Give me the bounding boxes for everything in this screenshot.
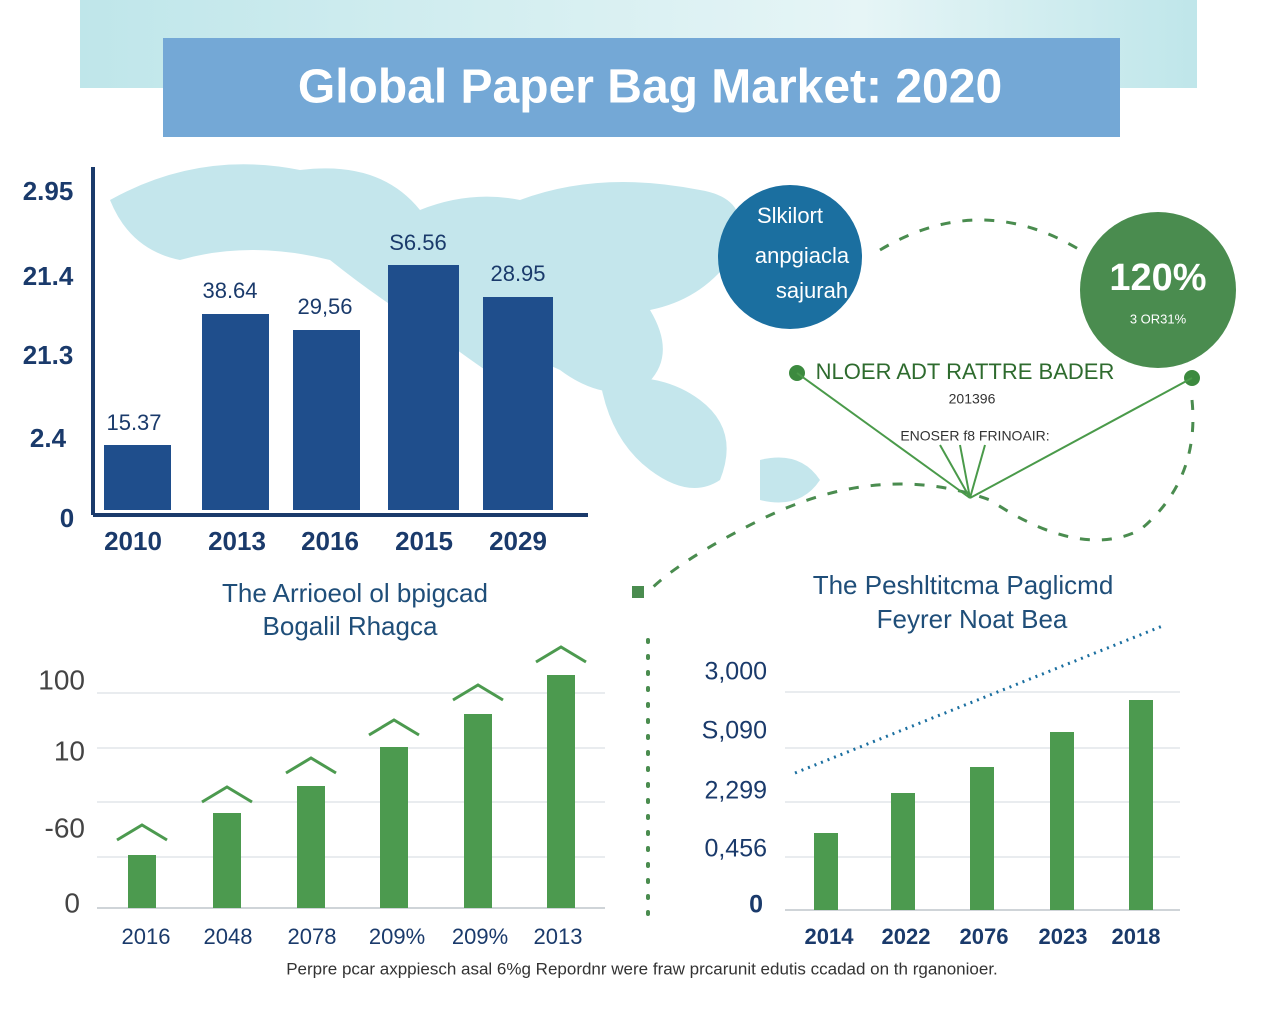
circle-value: 120% [1109,257,1206,299]
bars [128,675,575,908]
tick-label: 2.95 [23,176,74,206]
tick-label: 21.3 [23,340,74,370]
category-label: 2015 [395,526,453,556]
category-label: 2023 [1039,924,1088,949]
circle-text: anpgiacla [755,243,850,268]
bar [464,714,492,908]
chart-title: The Peshltitcma Paglicmd [813,570,1114,600]
chart-title: Bogalil Rhagca [263,611,438,641]
green-circle [1080,212,1236,368]
tick-label: 0 [749,891,763,919]
blue-circle [718,185,862,329]
bar [213,813,241,908]
category-label: 2010 [104,526,162,556]
category-label: 2018 [1112,924,1161,949]
callout-title: NLOER ADT RATTRE BADER [816,359,1115,384]
circle-caption: 3 OR31% [1130,311,1187,326]
tick-label: 21.4 [23,261,74,291]
tick-label: 0,456 [704,835,767,863]
category-label: 2013 [208,526,266,556]
bar [380,747,408,908]
bar-label: 38.64 [202,278,257,303]
bar [814,833,838,910]
grid [97,692,605,858]
circle-text: sajurah [776,278,848,303]
category-label: 2016 [301,526,359,556]
tick-label: 0 [64,887,80,918]
title: Global Paper Bag Market: 2020 [298,61,1002,114]
bar [128,855,156,908]
tick-label: 100 [38,664,85,695]
tick-label: 3,000 [704,658,767,686]
bar [547,675,575,908]
tick-label: 10 [54,735,85,766]
bar [388,265,459,510]
callout-lines [796,372,1193,499]
title-box [163,38,1120,137]
category-label: 2076 [960,924,1009,949]
chevrons [116,645,587,842]
bar [202,314,269,510]
category-label: 2013 [534,924,583,949]
connector [648,399,1195,592]
callout-note: ENOSER f8 FRINOAIR: [900,428,1049,444]
bar [1050,732,1074,910]
callout-subtitle: 201396 [949,391,996,407]
tick-label: 2,299 [704,777,767,805]
bar [297,786,325,908]
connector [879,218,1081,252]
tick-label: 2.4 [30,423,67,453]
chart-title: Feyrer Noat Bea [877,604,1068,634]
category-label: 209% [369,924,425,949]
tick-label: -60 [45,812,85,843]
category-label: 2078 [288,924,337,949]
bar-label: 15.37 [106,410,161,435]
bar [1129,700,1153,910]
category-label: 2016 [122,924,171,949]
category-label: 2029 [489,526,547,556]
footer: Perpre pcar axppiesch asal 6%g Repordnr … [286,959,998,978]
chart-title: The Arrioeol ol bpigcad [222,578,488,608]
category-label: 209% [452,924,508,949]
bar [970,767,994,910]
bar [104,445,171,510]
category-label: 2022 [882,924,931,949]
bar-label: 29,56 [297,294,352,319]
marker [632,586,644,598]
category-label: 2048 [204,924,253,949]
tick-label: S,090 [702,717,767,745]
bar-label: 28.95 [490,261,545,286]
bar [891,793,915,910]
bars [814,700,1153,910]
tick-label: 0 [60,503,74,533]
category-label: 2014 [805,924,855,949]
bar [293,330,360,510]
bars [104,265,553,510]
bar [483,297,553,510]
trend-line [794,623,1166,775]
circle-text: Slkilort [757,203,823,228]
bar-label: S6.56 [389,230,447,255]
